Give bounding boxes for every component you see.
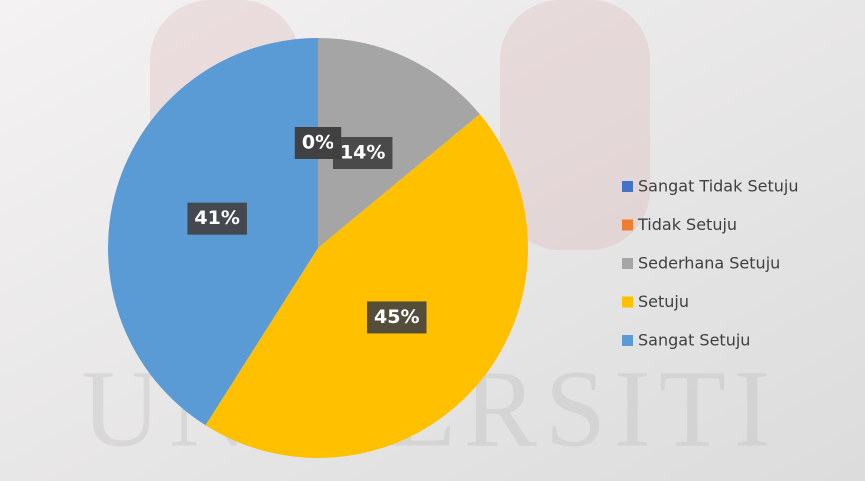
legend-swatch [622,296,633,308]
data-label: 14% [332,136,393,169]
legend-swatch [622,181,633,192]
data-label-text: 14% [340,141,385,163]
legend-swatch [622,219,633,231]
pie [107,38,529,459]
pie-slice [318,38,480,248]
legend-swatch [622,258,633,269]
data-label-text: 45% [374,306,419,328]
data-label-text: 41% [194,207,239,229]
legend-label: Setuju [638,292,689,311]
legend: Sangat Tidak Setuju Tidak Setuju Sederhana… [622,177,798,350]
pie-slice [205,114,529,459]
data-label-box [367,301,427,334]
data-label: 45% [367,301,427,334]
legend-label: Sangat Tidak Setuju [638,177,798,196]
data-label: 41% [187,202,247,235]
data-label-box [187,202,247,235]
watermark-shape [500,0,650,250]
legend-label: Tidak Setuju [637,215,737,234]
data-label-box [332,136,393,169]
legend-label: Sederhana Setuju [638,254,780,273]
data-label-text: 0% [302,132,334,154]
data-labels: 0%0%14%45%41% [187,127,427,334]
legend-swatch [622,335,633,346]
legend-label: Sangat Setuju [638,331,750,350]
